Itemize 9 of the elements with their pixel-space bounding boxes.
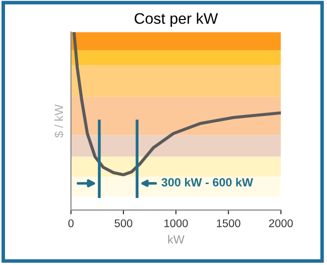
x-tick-label: 1000 (164, 219, 188, 228)
annotation: 300 kW - 600 kW (162, 178, 254, 187)
y-axis-title: $ / kW (54, 104, 64, 138)
x-axis-title: kW (168, 234, 184, 244)
x-tick-label: 1500 (216, 219, 240, 228)
x-tick-label: 0 (68, 219, 74, 228)
x-tick-label: 500 (114, 219, 132, 228)
chart-title: Cost per kW (134, 12, 218, 27)
x-tick-label: 2000 (269, 219, 293, 228)
